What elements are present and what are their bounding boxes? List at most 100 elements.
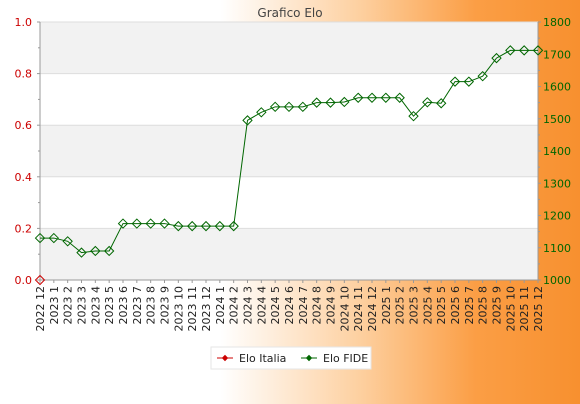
x-tick-label: 2024 10 <box>338 286 351 332</box>
data-point <box>76 247 87 258</box>
data-point <box>117 218 129 229</box>
x-tick-label: 2024 2 <box>228 286 241 325</box>
x-tick-label: 2023 5 <box>103 286 116 325</box>
data-point <box>145 218 156 229</box>
data-point <box>339 96 350 108</box>
x-tick-label: 2023 3 <box>76 286 89 325</box>
data-point <box>269 101 281 113</box>
data-point <box>532 45 544 56</box>
x-tick-label: 2024 8 <box>311 286 324 325</box>
data-point <box>422 97 433 108</box>
data-point <box>90 245 101 257</box>
data-point <box>435 98 447 109</box>
x-tick-label: 2023 2 <box>62 286 75 325</box>
x-tick-label: 2025 10 <box>504 286 517 332</box>
data-point <box>366 92 378 103</box>
x-tick-label: 2024 4 <box>255 286 268 325</box>
legend-label: Elo FIDE <box>323 352 368 365</box>
x-tick-label: 2025 12 <box>532 286 545 332</box>
x-tick-label: 2025 4 <box>421 286 434 325</box>
x-tick-label: 2023 1 <box>48 286 61 325</box>
plot-band <box>40 22 538 74</box>
data-point <box>518 45 530 56</box>
data-point <box>34 232 46 244</box>
right-tick-label: 1100 <box>543 242 571 255</box>
data-point <box>256 107 267 118</box>
x-tick-label: 2024 3 <box>242 286 255 325</box>
data-point <box>228 220 239 232</box>
data-point <box>159 218 170 229</box>
x-tick-label: 2025 2 <box>394 286 407 325</box>
data-point <box>463 76 475 87</box>
x-tick-label: 2024 7 <box>297 286 310 325</box>
plot-background <box>40 22 538 280</box>
data-point <box>200 220 212 232</box>
data-point <box>325 97 336 108</box>
x-tick-label: 2024 9 <box>325 286 338 325</box>
right-tick-label: 1200 <box>543 210 571 223</box>
series-line-elo-fide <box>40 49 538 254</box>
x-tick-label: 2023 9 <box>159 286 172 325</box>
data-point <box>380 92 392 103</box>
x-tick-label: 2023 12 <box>200 286 213 332</box>
x-tick-label: 2023 7 <box>131 286 144 325</box>
axes: 0.0 0.2 0.4 0.6 0.8 1.0 1000 1100 1200 1300 1400 15… <box>15 16 572 332</box>
data-point <box>408 110 419 122</box>
data-point <box>394 92 405 103</box>
left-tick-label: 1.0 <box>15 16 33 29</box>
plot-band <box>40 228 538 280</box>
data-point <box>186 220 198 232</box>
data-point <box>477 70 488 82</box>
data-point <box>214 220 226 232</box>
legend-swatch-marker <box>221 354 229 362</box>
data-point <box>48 232 60 244</box>
x-tick-label: 2025 5 <box>435 286 448 325</box>
data-point <box>505 45 516 56</box>
x-tick-label: 2025 3 <box>408 286 421 325</box>
x-tick-label: 2024 1 <box>214 286 227 325</box>
data-point <box>352 92 364 103</box>
data-point <box>242 115 253 126</box>
data-point <box>34 274 46 286</box>
left-tick-label: 0.0 <box>15 274 33 287</box>
data-point <box>449 76 461 87</box>
legend: Elo Italia Elo FIDE <box>210 346 372 370</box>
data-point <box>311 97 322 108</box>
x-tick-label: 2023 8 <box>145 286 158 325</box>
x-tick-label: 2024 5 <box>269 286 282 325</box>
legend-swatch-marker <box>305 354 313 362</box>
x-tick-label: 2025 9 <box>491 286 504 325</box>
data-point <box>283 101 295 113</box>
x-tick-label: 2025 7 <box>463 286 476 325</box>
x-tick-label: 2023 6 <box>117 286 130 325</box>
legend-label: Elo Italia <box>239 352 286 365</box>
legend-box <box>210 346 372 370</box>
x-tick-label: 2024 11 <box>352 286 365 332</box>
data-point <box>297 101 309 113</box>
right-tick-label: 1800 <box>543 16 571 29</box>
data-point <box>131 218 143 229</box>
data-point <box>173 220 184 232</box>
right-tick-label: 1600 <box>543 81 571 94</box>
x-tick-label: 2023 10 <box>172 286 185 332</box>
left-tick-label: 0.4 <box>15 171 33 184</box>
left-tick-label: 0.6 <box>15 119 33 132</box>
right-tick-label: 1700 <box>543 48 571 61</box>
x-tick-label: 2024 12 <box>366 286 379 332</box>
data-point <box>103 245 115 257</box>
right-tick-label: 1000 <box>543 274 571 287</box>
x-tick-label: 2023 11 <box>186 286 199 332</box>
x-tick-label: 2025 8 <box>477 286 490 325</box>
x-tick-label: 2022 12 <box>34 286 47 332</box>
plot-band <box>40 125 538 177</box>
x-tick-label: 2025 1 <box>380 286 393 325</box>
data-point <box>62 236 73 247</box>
series-group <box>34 45 544 286</box>
data-point <box>491 52 502 64</box>
right-tick-label: 1500 <box>543 113 571 126</box>
chart-title: Grafico Elo <box>257 6 322 20</box>
left-tick-label: 0.8 <box>15 68 33 81</box>
x-tick-label: 2025 11 <box>518 286 531 332</box>
